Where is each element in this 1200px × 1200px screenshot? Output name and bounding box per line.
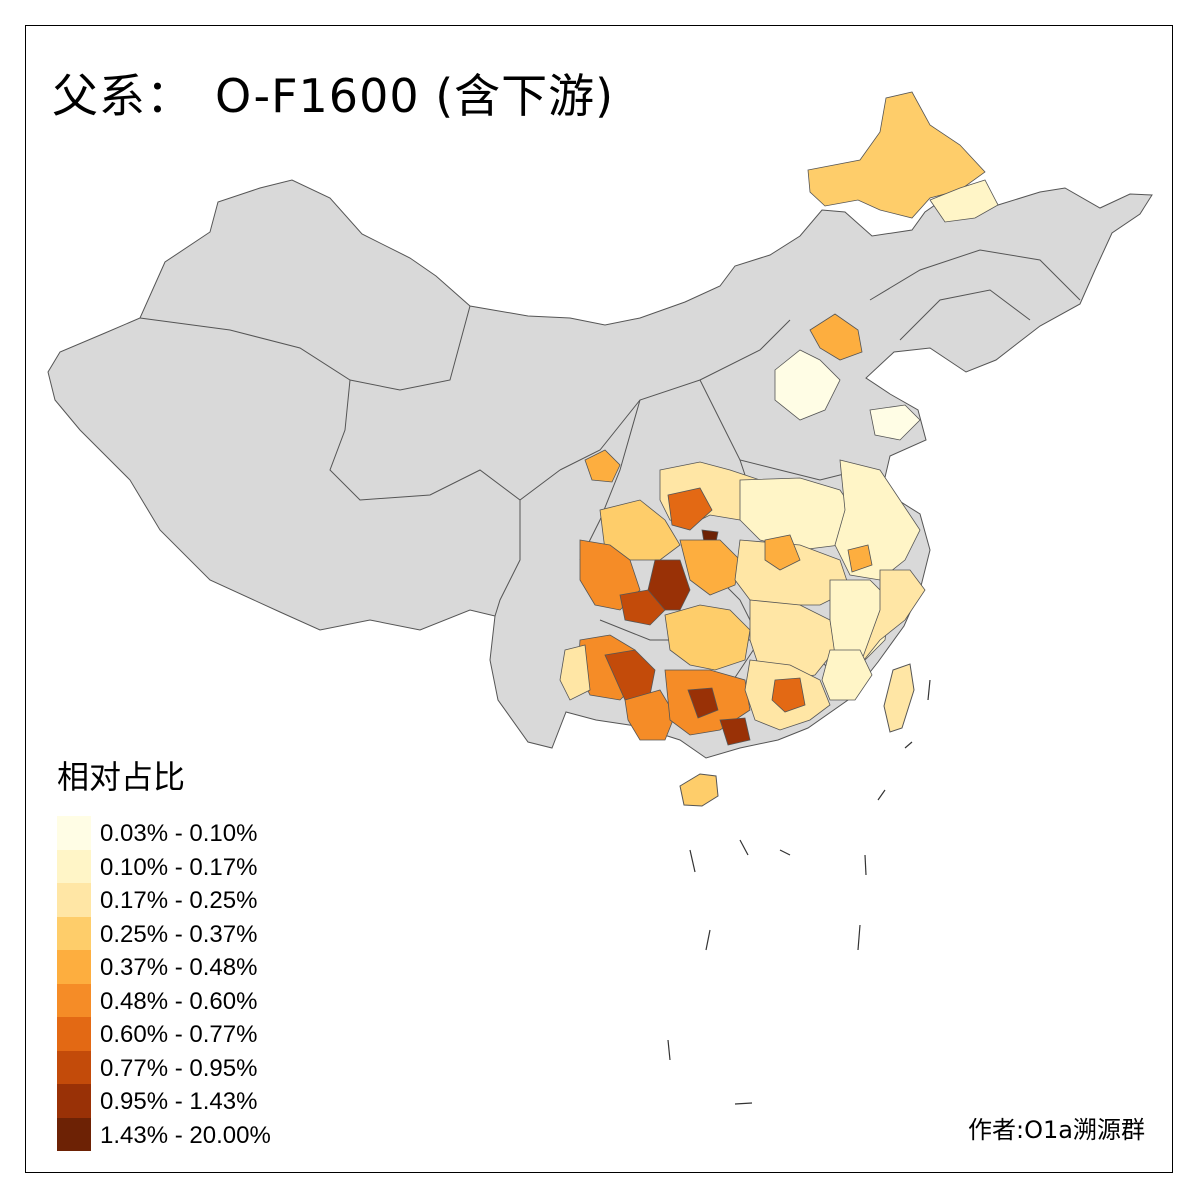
legend-swatch (57, 849, 91, 883)
region-hebei-s (774, 349, 841, 421)
region-taiwan (883, 663, 915, 733)
region-heilongjiang-w (929, 179, 999, 223)
region-guangxi-s (719, 717, 751, 746)
legend-items: 0.03% - 0.10% 0.10% - 0.17% 0.17% - 0.25% 0… (57, 816, 271, 1151)
region-guangdong-c (771, 677, 806, 713)
region-fujian (821, 649, 873, 701)
title-prefix: 父系： (52, 69, 193, 123)
legend-label: 0.77% - 0.95% (100, 1054, 258, 1082)
legend-label: 0.60% - 0.77% (100, 1021, 258, 1048)
legend-item: 0.17% - 0.25% (57, 883, 257, 917)
region-yunnan-w (559, 644, 591, 701)
legend-item: 0.60% - 0.77% (57, 1017, 257, 1051)
region-beijing-area (809, 313, 863, 361)
legend-item: 0.95% - 1.43% (57, 1084, 257, 1118)
legend-item: 0.48% - 0.60% (57, 983, 257, 1017)
legend-label: 0.25% - 0.37% (100, 920, 258, 948)
legend-swatch (57, 1084, 91, 1118)
legend-item: 0.10% - 0.17% (57, 849, 257, 883)
legend-label: 0.10% - 0.17% (100, 853, 258, 881)
legend-label: 1.43% - 20.00% (100, 1121, 271, 1149)
map-title: 父系： O-F1600 (含下游) (52, 60, 614, 126)
region-inner-mongolia-ne (807, 91, 986, 219)
legend-item: 1.43% - 20.00% (57, 1117, 271, 1151)
legend-label: 0.03% - 0.10% (100, 820, 258, 847)
region-anhui-o (847, 544, 873, 573)
region-yunnan-c (604, 649, 656, 701)
legend-label: 0.48% - 0.60% (100, 987, 258, 1015)
prefecture-data (559, 91, 999, 746)
legend-label: 0.37% - 0.48% (100, 954, 258, 981)
region-shaanxi-s (667, 487, 713, 531)
legend-label: 0.95% - 1.43% (100, 1088, 258, 1115)
legend-title: 相对占比 (57, 758, 186, 796)
legend-swatch (57, 950, 91, 984)
region-gansu-pt (584, 449, 621, 483)
legend-swatch (57, 1050, 91, 1084)
region-hubei-o (764, 534, 801, 571)
legend-swatch (57, 816, 91, 850)
region-zhejiang-fujian (859, 569, 926, 666)
region-chongqing (679, 539, 741, 596)
legend-item: 0.03% - 0.10% (57, 816, 257, 850)
scs-islands (667, 679, 931, 1105)
legend-item: 0.25% - 0.37% (57, 916, 257, 950)
region-hainan (679, 773, 719, 807)
legend-swatch (57, 1017, 91, 1051)
map-base (47, 179, 1153, 807)
legend-swatch (57, 883, 91, 917)
region-shandong-w (869, 404, 921, 441)
legend: 相对占比 0.03% - 0.10% 0.10% - 0.17% 0.17% - 0… (57, 752, 271, 1151)
legend-swatch (57, 983, 91, 1017)
legend-item: 0.37% - 0.48% (57, 950, 257, 984)
legend-item: 0.77% - 0.95% (57, 1050, 257, 1084)
legend-swatch (57, 1117, 91, 1151)
region-hubei (734, 539, 851, 606)
region-guizhou (664, 604, 751, 671)
legend-swatch (57, 916, 91, 950)
region-hunan (749, 599, 836, 681)
author-credit: 作者:O1a溯源群 (968, 1116, 1145, 1144)
legend-label: 0.17% - 0.25% (100, 887, 258, 914)
title-main: O-F1600 (含下游) (215, 69, 615, 123)
region-guangxi-c (687, 687, 719, 719)
region-sichuan-sw (619, 589, 666, 626)
region-yunnan-s (624, 689, 676, 741)
